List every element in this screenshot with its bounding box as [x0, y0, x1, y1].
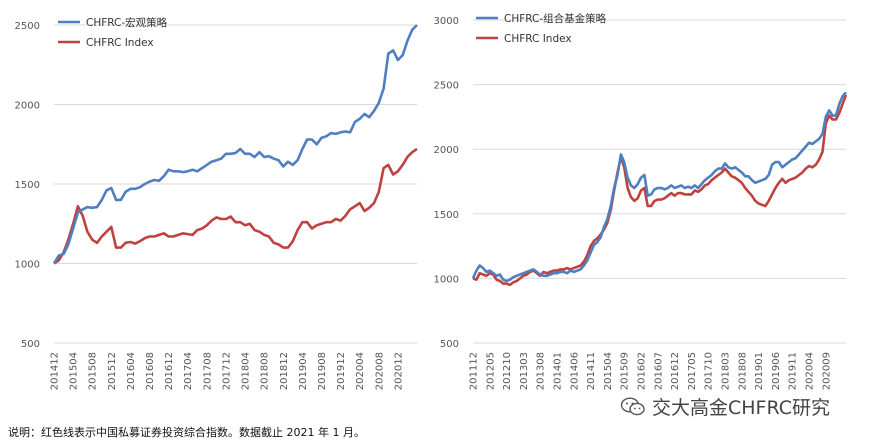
series-line	[471, 91, 847, 283]
x-tick-label: 201504	[603, 352, 614, 390]
x-tick-label: 202012	[393, 352, 404, 390]
y-tick-label: 1500	[15, 180, 40, 191]
x-tick-label: 201303	[519, 352, 530, 390]
x-tick-label: 201712	[221, 352, 232, 390]
x-tick-label: 201904	[298, 352, 309, 390]
y-tick-label: 1000	[15, 260, 40, 271]
x-tick-label: 201906	[771, 352, 782, 390]
fund-of-funds-chart: 500 1000 1500 2000 2500 3000 201112 201205 20121…	[434, 12, 848, 390]
x-tick-label: 201912	[336, 352, 347, 390]
x-tick-label: 201808	[260, 352, 271, 390]
x-tick-label: 201112	[469, 352, 480, 390]
x-tick-label: 201411	[586, 352, 597, 390]
x-tick-label: 201406	[569, 352, 580, 390]
x-tick-label: 202004	[355, 352, 366, 390]
y-tick-label: 500	[440, 339, 459, 350]
x-tick-label: 201604	[126, 352, 137, 390]
macro-strategy-chart: 500 1000 1500 2000 2500 201412 201504 201508 201…	[15, 16, 418, 390]
x-tick-label: 201504	[69, 352, 80, 390]
x-tick-label: 201210	[502, 352, 513, 390]
x-tick-label: 201812	[279, 352, 290, 390]
y-tick-label: 1500	[434, 210, 459, 221]
legend-label: CHFRC-组合基金策略	[504, 12, 607, 25]
x-tick-label: 201804	[241, 352, 252, 390]
x-tick-label: 202008	[374, 352, 385, 390]
x-tick-label: 201803	[721, 352, 732, 390]
x-tick-label: 201908	[317, 352, 328, 390]
y-tick-label: 3000	[434, 16, 459, 27]
x-tick-label: 201602	[637, 352, 648, 390]
series-line	[52, 24, 418, 265]
watermark: 交大高金CHFRC研究	[620, 393, 830, 420]
x-tick-label: 201512	[107, 352, 118, 390]
x-tick-label: 201509	[620, 352, 631, 390]
x-tick-label: 201612	[164, 352, 175, 390]
x-tick-label: 201205	[485, 352, 496, 390]
x-tick-label: 201608	[145, 352, 156, 390]
legend-label: CHFRC-宏观策略	[86, 16, 168, 29]
x-tick-label: 201901	[754, 352, 765, 390]
legend-label: CHFRC Index	[86, 37, 154, 49]
x-tick-label: 201808	[737, 352, 748, 390]
x-tick-label: 201612	[670, 352, 681, 390]
y-tick-label: 2000	[434, 145, 459, 156]
watermark-text: 交大高金CHFRC研究	[652, 397, 831, 419]
series-line	[53, 147, 418, 265]
x-tick-label: 201607	[653, 352, 664, 390]
y-tick-label: 2500	[434, 81, 459, 92]
y-tick-label: 2500	[15, 21, 40, 32]
series-line	[472, 94, 848, 287]
y-tick-label: 500	[21, 339, 40, 350]
y-tick-label: 2000	[15, 101, 40, 112]
y-tick-label: 1000	[434, 274, 459, 285]
x-tick-label: 201308	[536, 352, 547, 390]
wechat-icon	[620, 396, 645, 415]
x-tick-label: 202004	[805, 352, 816, 390]
x-tick-label: 201710	[704, 352, 715, 390]
x-tick-label: 201705	[687, 352, 698, 390]
x-tick-label: 201911	[788, 352, 799, 390]
x-tick-label: 201401	[553, 352, 564, 390]
footnote: 说明：红色线表示中国私募证券投资综合指数。数据截止 2021 年 1 月。	[8, 426, 365, 439]
x-tick-label: 202009	[821, 352, 832, 390]
x-tick-label: 201412	[50, 352, 61, 390]
x-tick-label: 201704	[183, 352, 194, 390]
x-tick-label: 201508	[88, 352, 99, 390]
x-tick-label: 201708	[202, 352, 213, 390]
legend-label: CHFRC Index	[504, 33, 572, 45]
